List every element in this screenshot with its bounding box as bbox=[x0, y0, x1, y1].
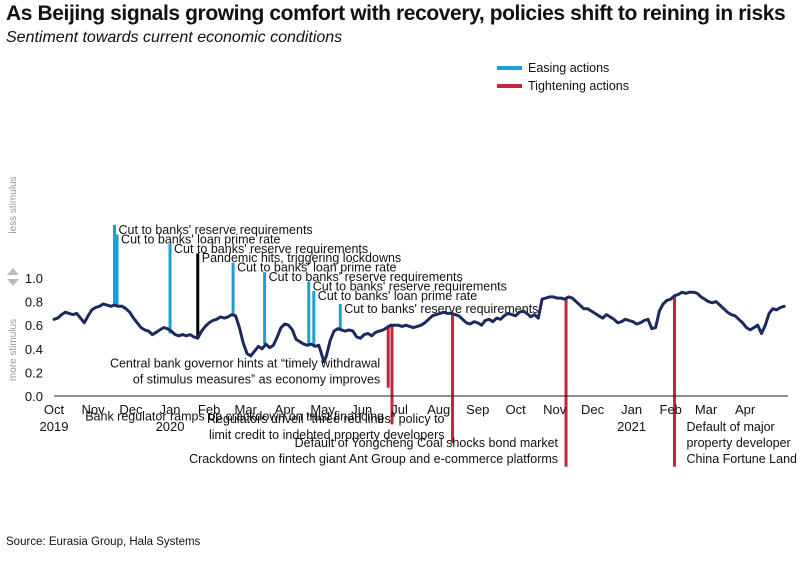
x-tick-label: Nov bbox=[543, 402, 567, 417]
y-side-label-less-stimulus: less stimulus bbox=[8, 176, 19, 233]
x-tick-label: Feb bbox=[660, 402, 682, 417]
x-tick-label: Aug bbox=[427, 402, 450, 417]
x-tick-label: Sep bbox=[466, 402, 489, 417]
annotation-label: Default of major bbox=[686, 420, 774, 434]
y-tick-label: 0.8 bbox=[25, 295, 43, 310]
x-tick-year-label: 2019 bbox=[40, 419, 69, 434]
up-triangle-icon bbox=[7, 268, 19, 275]
y-tick-label: 1.0 bbox=[25, 271, 43, 286]
annotation-label: Default of Yongcheng Coal shocks bond ma… bbox=[295, 436, 559, 450]
chart-subtitle: Sentiment towards current economic condi… bbox=[6, 29, 343, 46]
x-tick-label: Jun bbox=[351, 402, 372, 417]
chart-title: As Beijing signals growing comfort with … bbox=[6, 2, 786, 25]
annotation-label: Cut to banks' reserve requirements bbox=[269, 270, 463, 284]
annotation-label: Central bank governor hints at “timely w… bbox=[110, 357, 380, 371]
x-tick-label: Dec bbox=[581, 402, 605, 417]
source-note: Source: Eurasia Group, Hala Systems bbox=[6, 536, 201, 548]
x-tick-label: May bbox=[310, 402, 335, 417]
down-triangle-icon bbox=[7, 279, 19, 286]
x-tick-label: Jan bbox=[160, 402, 181, 417]
annotation-label: Crackdowns on fintech giant Ant Group an… bbox=[189, 452, 558, 466]
y-tick-label: 0.6 bbox=[25, 318, 43, 333]
x-tick-label: Jul bbox=[391, 402, 408, 417]
x-tick-label: Nov bbox=[82, 402, 106, 417]
annotation-label: Cut to banks' loan prime rate bbox=[121, 232, 280, 246]
legend-label-easing: Easing actions bbox=[528, 61, 609, 75]
annotation-label: Cut to banks' reserve requirements bbox=[313, 280, 507, 294]
y-tick-label: 0.2 bbox=[25, 365, 43, 380]
x-tick-label: Dec bbox=[119, 402, 143, 417]
x-tick-label: Feb bbox=[198, 402, 220, 417]
annotation-label: China Fortune Land bbox=[686, 452, 797, 466]
x-tick-label: Oct bbox=[44, 402, 65, 417]
annotation-label: Bank regulator ramps up crackdown on tru… bbox=[85, 409, 384, 423]
x-tick-label: Mar bbox=[695, 402, 718, 417]
annotation-label: Cut to banks' reserve requirements bbox=[119, 223, 313, 237]
annotation-label: Cut to banks' reserve requirements bbox=[174, 242, 368, 256]
x-tick-year-label: 2021 bbox=[617, 419, 646, 434]
x-tick-year-label: 2020 bbox=[156, 419, 185, 434]
annotation-label: Regulators unveil "three red lines" poli… bbox=[207, 412, 445, 426]
y-side-label-more-stimulus: more stimulus bbox=[8, 319, 19, 381]
annotation-label: of stimulus measures” as economy improve… bbox=[133, 373, 380, 387]
x-tick-label: Jan bbox=[621, 402, 642, 417]
annotation-label: Cut to banks' loan prime rate bbox=[318, 289, 477, 303]
y-tick-label: 0.4 bbox=[25, 342, 43, 357]
x-tick-label: Oct bbox=[505, 402, 526, 417]
x-tick-label: Apr bbox=[735, 402, 756, 417]
annotation-label: property developer bbox=[686, 436, 790, 450]
axis-layer: 0.0 0.2 0.4 0.6 0.8 1.0 less stimulus more stim… bbox=[7, 176, 788, 434]
annotation-label: Cut to banks' loan prime rate bbox=[237, 261, 396, 275]
series-layer bbox=[52, 290, 786, 364]
annotation-label: Pandemic hits, triggering lockdowns bbox=[202, 251, 401, 265]
legend-label-tightening: Tightening actions bbox=[528, 79, 629, 93]
legend: Easing actions Tightening actions bbox=[497, 61, 629, 93]
y-tick-label: 0.0 bbox=[25, 389, 43, 404]
annotation-label: Cut to banks' reserve requirements bbox=[344, 302, 538, 316]
x-tick-label: Mar bbox=[235, 402, 258, 417]
sentiment-series-line bbox=[52, 290, 786, 364]
x-tick-label: Apr bbox=[275, 402, 296, 417]
annotation-label: limit credit to indebted property develo… bbox=[209, 428, 445, 442]
